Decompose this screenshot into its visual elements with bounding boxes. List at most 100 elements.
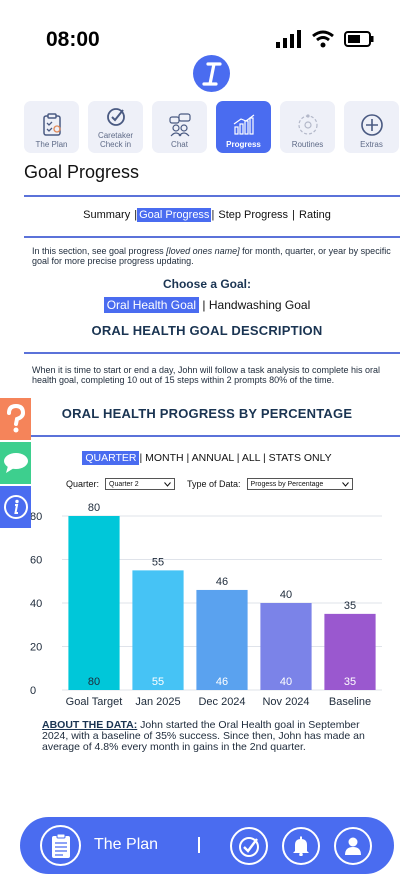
routine-cycle-icon [297,114,318,135]
bottom-notifications-button[interactable] [282,827,320,865]
bar-inner-label: 80 [88,676,100,688]
intro-text: In this section, see goal progress [love… [32,246,391,266]
x-tick-label: Nov 2024 [262,696,309,708]
bell-icon [293,836,309,856]
tab-caretaker-check-in[interactable]: Caretaker Check in [88,101,143,153]
bar [260,603,312,690]
data-type-label: Type of Data: [187,479,241,489]
about-text: John started the Oral Health goal in Sep… [42,719,365,753]
bar-value-label: 40 [280,589,292,601]
divider [24,195,400,197]
goal-description-text: When it is time to start or end a day, J… [32,365,380,385]
loved-one-placeholder: [loved ones name] [166,246,240,256]
about-the-data: ABOUT THE DATA: John started the Oral He… [42,720,387,753]
subnav-goal-progress[interactable]: Goal Progress [137,208,212,222]
divider [24,352,400,354]
tab-label: The Plan [35,140,68,149]
chart-filters: Quarter: Quarter 2 Type of Data: Progess… [66,478,353,490]
x-tick-label: Goal Target [66,696,123,708]
bar [68,516,120,690]
x-tick-label: Jan 2025 [135,696,180,708]
page-title: Goal Progress [24,162,140,182]
divider [24,435,400,437]
bottom-profile-button[interactable] [334,827,372,865]
period-selector: QUARTER | MONTH | ANNUAL | ALL | STATS ON… [0,451,414,465]
bottom-bar-divider [198,837,200,853]
divider [24,236,400,238]
period-all[interactable]: ALL [241,452,261,464]
tab-extras[interactable]: Extras [344,101,399,153]
chevron-down-icon [341,481,349,487]
bar-chart-icon [233,114,254,135]
app-logo[interactable] [193,55,230,92]
speech-bubble-icon [3,453,28,473]
choose-goal-label: Choose a Goal: [162,277,251,291]
tab-chat[interactable]: Chat [152,101,207,153]
y-tick-label: 60 [30,555,42,567]
tab-the-plan[interactable]: The Plan [24,101,79,153]
period-month[interactable]: MONTH [145,452,184,464]
battery-icon [344,31,374,47]
bar-value-label: 35 [344,600,356,612]
goal-description-title: ORAL HEALTH GOAL DESCRIPTION [91,323,323,338]
about-heading: ABOUT THE DATA: [42,719,138,731]
chat-button[interactable] [0,442,31,484]
bar [324,613,376,690]
tab-label: Chat [171,140,188,149]
user-icon [345,837,361,855]
bar-value-label: 46 [216,576,228,588]
bottom-check-button[interactable] [230,827,268,865]
chat-people-icon [168,113,191,137]
quarter-label: Quarter: [66,479,100,489]
chevron-down-icon [164,481,171,487]
goal-selector: Oral Health Goal | Handwashing Goal [0,297,414,313]
tab-label: Extras [360,140,383,149]
x-tick-label: Baseline [329,696,371,708]
bar-value-label: 55 [152,556,164,568]
x-tick-label: Dec 2024 [198,696,245,708]
bar-inner-label: 55 [152,676,164,688]
info-icon [3,495,28,519]
bar-inner-label: 40 [280,676,292,688]
period-annual[interactable]: ANNUAL [191,452,234,464]
info-button[interactable] [0,486,31,528]
subnav-rating[interactable]: Rating [299,209,331,221]
progress-bar-chart: 0 20 40 60 80 80 80 Goal Target 55 55 Jan 2025 46 46… [30,502,382,708]
goal-option-oral-health[interactable]: Oral Health Goal [103,297,200,313]
bar-inner-label: 46 [216,676,228,688]
check-circle-icon [239,837,259,857]
clipboard-icon [51,833,70,858]
tab-label: Routines [291,140,324,149]
signal-icon [276,30,301,48]
bottom-bar-title: The Plan [94,836,159,853]
status-bar: 08:00 [0,0,414,70]
subnav-summary[interactable]: Summary [83,209,131,221]
bar [196,589,248,690]
question-icon [6,404,25,433]
goal-subnav: Summary | Goal Progress | Step Progress | … [83,208,331,222]
wifi-icon [312,30,334,48]
tab-routines[interactable]: Routines [280,101,335,153]
y-tick-label: 0 [30,685,36,697]
y-tick-label: 80 [30,511,42,523]
y-tick-label: 40 [30,598,42,610]
bottom-plan-button[interactable] [40,825,81,866]
y-tick-label: 20 [30,642,42,654]
period-quarter[interactable]: QUARTER [82,451,140,465]
logo-i-icon [201,61,222,86]
top-tabs: The Plan Caretaker Check in Chat Progres… [24,101,399,153]
check-circle-icon [106,108,125,126]
status-time: 08:00 [46,28,100,51]
help-button[interactable] [0,398,31,440]
period-stats-only[interactable]: STATS ONLY [268,452,332,464]
subnav-step-progress[interactable]: Step Progress [218,209,289,221]
bottom-bar: The Plan [20,817,394,874]
goal-option-handwashing[interactable]: Handwashing Goal [208,298,311,312]
data-type-select[interactable]: Progess by Percentage [246,478,353,490]
plus-circle-icon [360,114,383,136]
quarter-select[interactable]: Quarter 2 [105,478,176,490]
tab-label: Caretaker Check in [97,131,134,149]
bar-value-label: 80 [88,502,100,514]
bar [132,570,184,690]
tab-progress[interactable]: Progress [216,101,271,153]
